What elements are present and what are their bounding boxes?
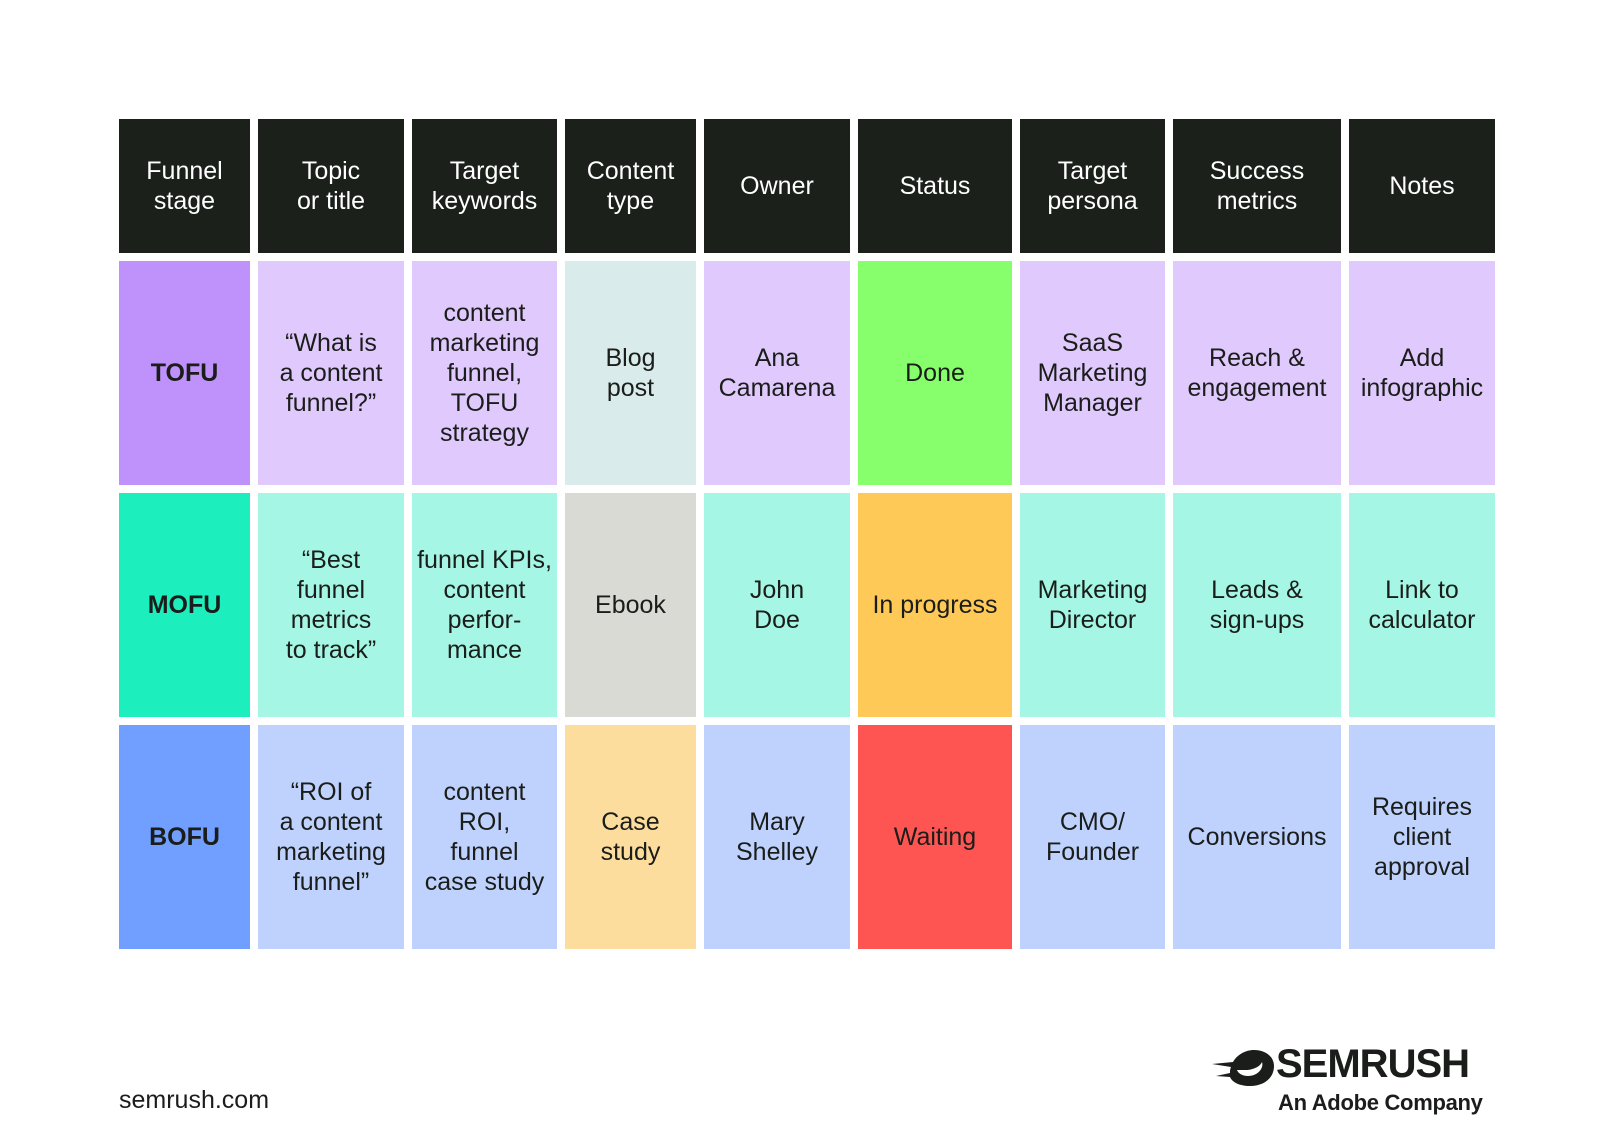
semrush-wordmark: SEMRUSH (1276, 1042, 1470, 1086)
semrush-logo[interactable]: SEMRUSH An Adobe Company (1212, 1042, 1492, 1116)
mofu-owner: John Doe (704, 493, 850, 717)
mofu-topic: “Best funnel metrics to track” (258, 493, 404, 717)
mofu-keywords: funnel KPIs, content perfor- mance (412, 493, 557, 717)
bofu-topic: “ROI of a content marketing funnel” (258, 725, 404, 949)
bofu-metrics: Conversions (1173, 725, 1341, 949)
bofu-persona: CMO/ Founder (1020, 725, 1165, 949)
bofu-owner: Mary Shelley (704, 725, 850, 949)
header-notes: Notes (1349, 119, 1495, 253)
mofu-metrics: Leads & sign-ups (1173, 493, 1341, 717)
mofu-notes: Link to calculator (1349, 493, 1495, 717)
header-funnel-stage: Funnel stage (119, 119, 250, 253)
bofu-content-type: Case study (565, 725, 696, 949)
tofu-notes: Add infographic (1349, 261, 1495, 485)
stage-bofu: BOFU (119, 725, 250, 949)
mofu-content-type: Ebook (565, 493, 696, 717)
bofu-status: Waiting (858, 725, 1012, 949)
header-success-metrics: Success metrics (1173, 119, 1341, 253)
header-status: Status (858, 119, 1012, 253)
footer-url[interactable]: semrush.com (119, 1086, 270, 1114)
tofu-metrics: Reach & engagement (1173, 261, 1341, 485)
stage-mofu: MOFU (119, 493, 250, 717)
semrush-tagline: An Adobe Company (1278, 1090, 1483, 1115)
header-owner: Owner (704, 119, 850, 253)
mofu-persona: Marketing Director (1020, 493, 1165, 717)
tofu-content-type: Blog post (565, 261, 696, 485)
tofu-persona: SaaS Marketing Manager (1020, 261, 1165, 485)
tofu-owner: Ana Camarena (704, 261, 850, 485)
bofu-notes: Requires client approval (1349, 725, 1495, 949)
header-content-type: Content type (565, 119, 696, 253)
content-funnel-table: Funnel stage Topic or title Target keywo… (119, 119, 1495, 949)
header-topic-or-title: Topic or title (258, 119, 404, 253)
tofu-status: Done (858, 261, 1012, 485)
header-target-keywords: Target keywords (412, 119, 557, 253)
semrush-fireball-icon (1212, 1050, 1274, 1086)
tofu-topic: “What is a content funnel?” (258, 261, 404, 485)
header-target-persona: Target persona (1020, 119, 1165, 253)
stage-tofu: TOFU (119, 261, 250, 485)
mofu-status: In progress (858, 493, 1012, 717)
tofu-keywords: content marketing funnel, TOFU strategy (412, 261, 557, 485)
bofu-keywords: content ROI, funnel case study (412, 725, 557, 949)
